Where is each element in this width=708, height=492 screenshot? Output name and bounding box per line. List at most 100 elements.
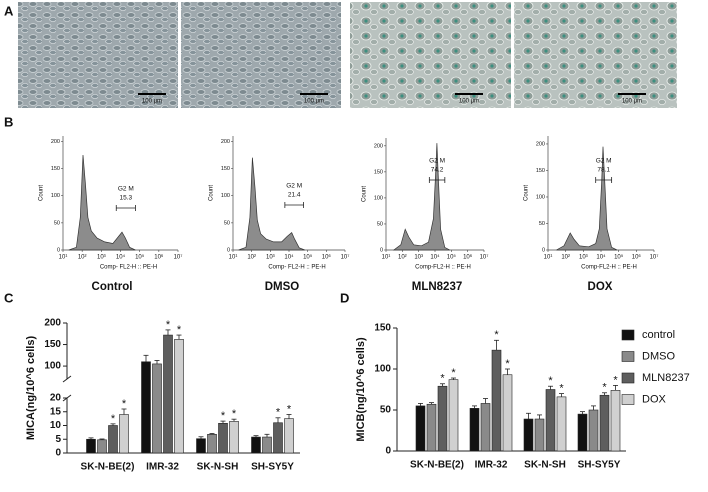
histogram [556, 146, 618, 251]
scale-bar: 100 μm [618, 93, 646, 105]
x-tick-label: SH-SY5Y [251, 462, 294, 473]
micrograph [350, 2, 511, 108]
y-tick-label: 150 [374, 169, 383, 175]
scale-bar: 100 μm [455, 93, 483, 105]
micrograph [18, 2, 178, 108]
bar [119, 414, 129, 454]
y-tick-label: 0 [55, 448, 61, 459]
x-tick-label: 10⁷ [341, 254, 350, 261]
bar [86, 438, 96, 454]
bar [251, 436, 261, 454]
bar [218, 422, 228, 454]
gate-percent: 74.2 [431, 167, 444, 174]
y-tick-label: 200 [221, 139, 230, 145]
bar [196, 438, 206, 454]
histogram [392, 143, 450, 251]
bar [152, 363, 162, 454]
bar [610, 390, 621, 452]
x-tick-label: IMR-32 [146, 462, 179, 473]
x-tick-label: SK-N-SH [524, 460, 566, 471]
x-tick-label: 10¹ [59, 255, 68, 261]
x-tick-label: 10² [78, 255, 87, 261]
significance: * [177, 324, 182, 336]
bar [545, 389, 556, 452]
y-tick-label: 150 [51, 166, 60, 172]
x-tick-label: 10³ [414, 255, 423, 261]
y-axis-label: Count [39, 185, 45, 201]
y-tick-label: 20 [50, 393, 62, 404]
bar [599, 394, 610, 452]
bar [469, 408, 480, 452]
bar [229, 421, 239, 454]
y-tick-label: 0 [542, 247, 545, 253]
y-tick-label: 10 [50, 420, 62, 431]
x-tick-label: 10² [561, 255, 570, 261]
x-tick-label: SK-N-SH [197, 462, 239, 473]
bar [588, 409, 599, 452]
y-axis-label: Count [209, 185, 215, 201]
y-tick-label: 5 [55, 434, 61, 445]
axis-break [62, 375, 72, 383]
y-tick-label: 100 [536, 194, 545, 200]
bar [141, 361, 151, 454]
scale-bar-label: 100 μm [622, 99, 642, 105]
micrograph [181, 2, 341, 108]
y-tick-label: 200 [44, 318, 61, 329]
panel-a: 100 μm 100 μm 100 μm 100 μm [18, 2, 677, 108]
x-axis-label: Comp- FL2-H :: PE-H [268, 265, 325, 271]
gate-label: G2 M [596, 158, 612, 165]
y-tick-label: 0 [385, 446, 391, 457]
y-tick-label: 200 [536, 141, 545, 147]
significance: * [221, 410, 226, 422]
panel-label: A [4, 3, 14, 18]
y-tick-label: 15 [50, 406, 62, 417]
chart-title: DMSO [265, 281, 300, 293]
y-tick-label: 50 [539, 221, 545, 227]
panel-label: B [4, 114, 13, 129]
y-tick-label: 200 [51, 139, 60, 145]
y-tick-label: 150 [536, 168, 545, 174]
x-tick-label: 10⁴ [284, 254, 294, 261]
y-tick-label: 50 [54, 220, 60, 226]
y-tick-label: 150 [44, 339, 61, 350]
bar [284, 418, 294, 454]
bar [108, 425, 118, 454]
legend-swatch [621, 351, 635, 362]
x-tick-label: 10⁷ [174, 254, 183, 261]
significance: * [232, 408, 237, 420]
y-tick-label: 150 [374, 323, 391, 334]
significance: * [111, 413, 116, 425]
bar [502, 374, 513, 452]
x-axis-label: Comp- FL2-H :: PE-H [100, 265, 157, 271]
x-tick-label: 10³ [266, 255, 275, 261]
y-tick-label: 150 [221, 166, 230, 172]
bar [273, 422, 283, 454]
legend-label: MLN8237 [642, 372, 690, 384]
x-axis-label: Comp-FL2-H :: PE-H [415, 265, 471, 271]
x-axis-label: Comp-FL2-H :: PE-H [581, 265, 637, 271]
scale-bar: 100 μm [138, 93, 166, 105]
bar [556, 396, 567, 452]
y-tick-label: 50 [224, 220, 230, 226]
bar [491, 349, 502, 452]
y-tick-label: 0 [380, 247, 383, 253]
bar [448, 379, 459, 452]
x-tick-label: 10¹ [382, 255, 391, 261]
y-tick-label: 100 [374, 364, 391, 375]
y-tick-label: 100 [221, 193, 230, 199]
legend-swatch [621, 372, 635, 384]
y-axis-label: Count [362, 186, 368, 202]
histogram [238, 157, 305, 251]
x-tick-label: 10² [398, 255, 407, 261]
x-tick-label: IMR-32 [475, 460, 508, 471]
y-tick-label: 200 [374, 143, 383, 149]
x-tick-label: 10⁵ [614, 254, 624, 261]
y-tick-label: 100 [51, 193, 60, 199]
significance: * [440, 373, 445, 385]
bar [426, 403, 437, 452]
legend-swatch [621, 394, 635, 405]
legend-label: DOX [642, 393, 667, 405]
scale-bar-label: 100 μm [459, 99, 479, 105]
x-tick-label: SK-N-BE(2) [81, 462, 135, 473]
